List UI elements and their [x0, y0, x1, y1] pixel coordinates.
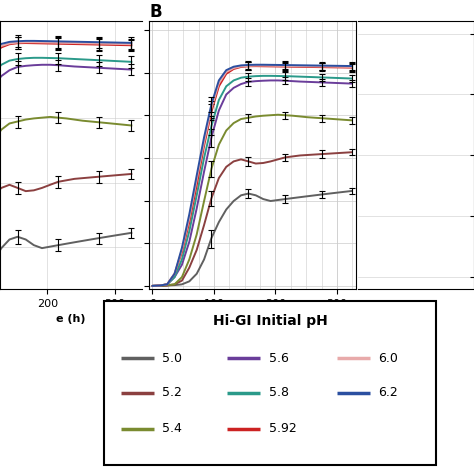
Y-axis label: Log2 (OD600): Log2 (OD600): [81, 117, 91, 194]
Text: 5.2: 5.2: [162, 386, 182, 399]
X-axis label: Time (h): Time (h): [223, 314, 282, 328]
Text: B: B: [149, 3, 162, 21]
Text: 5.92: 5.92: [268, 422, 296, 435]
Text: 6.2: 6.2: [378, 386, 398, 399]
Text: 5.6: 5.6: [268, 352, 288, 365]
Text: 6.0: 6.0: [378, 352, 398, 365]
X-axis label: e (h): e (h): [56, 314, 86, 324]
FancyBboxPatch shape: [104, 301, 436, 465]
Text: 5.0: 5.0: [162, 352, 182, 365]
Text: 5.4: 5.4: [162, 422, 182, 435]
Text: 5.8: 5.8: [268, 386, 289, 399]
Text: Hi-GI Initial pH: Hi-GI Initial pH: [213, 314, 328, 328]
